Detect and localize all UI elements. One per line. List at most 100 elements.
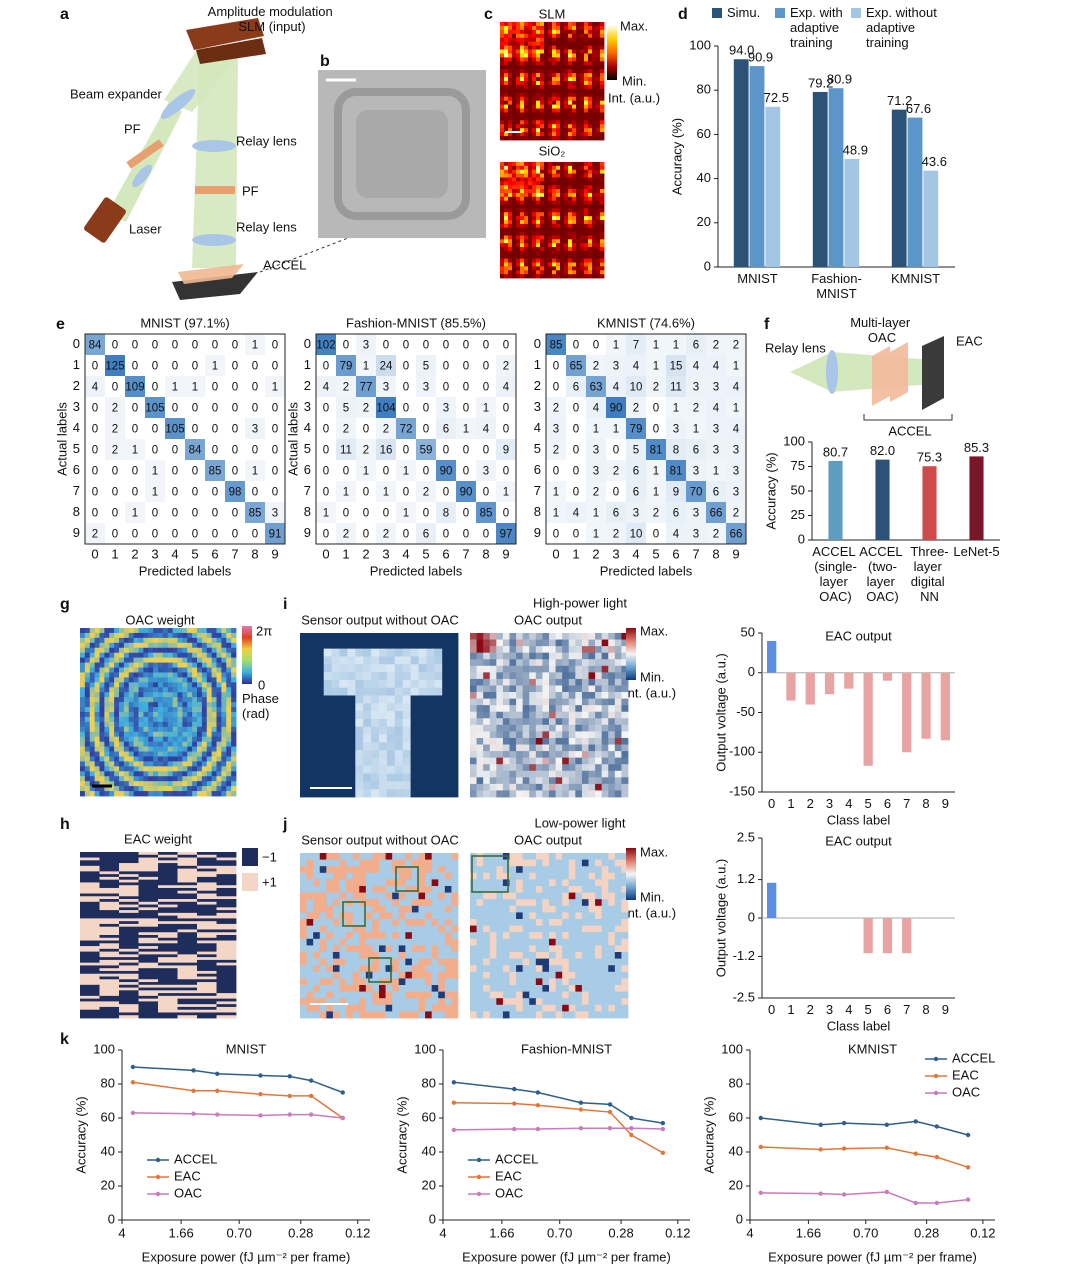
pixel (114, 707, 120, 713)
pixel (508, 173, 513, 178)
pixel (549, 859, 556, 867)
pixel (410, 718, 419, 728)
pixel (379, 971, 386, 979)
pixel (326, 892, 334, 900)
pixel (206, 667, 213, 673)
pixel (99, 912, 120, 917)
pixel (319, 866, 327, 874)
pixel (352, 958, 360, 966)
pixel (595, 764, 603, 772)
pixel (323, 765, 332, 774)
pixel (426, 773, 435, 782)
pixel (548, 274, 553, 279)
pixel (216, 632, 222, 639)
pixel (528, 212, 533, 217)
pixel (410, 640, 419, 650)
pixel (201, 721, 208, 728)
pixel (323, 687, 332, 696)
pixel (444, 892, 452, 900)
pixel (508, 258, 513, 263)
pixel (568, 84, 573, 90)
pixel (84, 702, 91, 708)
pixel (177, 943, 198, 947)
pixel (431, 879, 439, 887)
pixel (319, 965, 327, 973)
pixel (540, 104, 545, 109)
pixel (99, 857, 120, 861)
pixel (80, 937, 100, 941)
pixel (568, 672, 576, 680)
pixel (306, 938, 314, 946)
pixel (197, 741, 203, 747)
pixel (216, 901, 237, 905)
pixel (319, 1004, 327, 1012)
pixel (520, 216, 525, 221)
pixel (114, 657, 120, 663)
pixel (405, 919, 413, 926)
label: SiO₂ (539, 143, 566, 158)
pixel (158, 957, 178, 961)
pixel (522, 770, 530, 778)
pixel (216, 657, 222, 663)
pixel (512, 25, 517, 31)
pixel (516, 73, 521, 78)
pixel (94, 662, 100, 668)
pixel (548, 239, 553, 244)
pixel (552, 65, 557, 70)
pixel (365, 1011, 373, 1019)
pixel (99, 904, 120, 908)
pixel (451, 866, 459, 874)
pixel (226, 766, 232, 772)
pixel (600, 196, 605, 202)
pixel (580, 227, 585, 232)
pixel (544, 104, 549, 109)
pixel (540, 33, 545, 39)
pixel (359, 872, 367, 880)
pixel (470, 665, 477, 673)
pixel (355, 750, 364, 759)
pixel (80, 893, 100, 897)
pixel (542, 731, 550, 739)
pixel (572, 223, 577, 229)
pixel (187, 657, 193, 663)
pixel (177, 682, 183, 688)
pixel (371, 750, 380, 759)
pixel (307, 633, 317, 642)
pixel (123, 628, 130, 634)
pixel (621, 744, 629, 752)
pixel (560, 192, 565, 198)
pixel (568, 100, 573, 105)
pixel (549, 853, 556, 860)
pixel (581, 783, 589, 791)
pixel (576, 189, 581, 194)
pixel (536, 189, 541, 194)
pixel (99, 915, 120, 919)
pixel (379, 899, 386, 907)
pixel (211, 712, 217, 718)
pixel (520, 25, 525, 31)
pixel (476, 866, 484, 874)
pixel (405, 932, 413, 940)
pixel (84, 682, 91, 688)
pixel (621, 672, 629, 680)
pixel (562, 866, 570, 874)
pixel (540, 22, 545, 27)
pixel (197, 776, 203, 782)
pixel (595, 698, 603, 706)
pixel (451, 892, 459, 900)
pixel (522, 777, 530, 785)
pixel (489, 744, 497, 752)
pixel (601, 737, 609, 745)
label: Min. (640, 669, 665, 684)
pixel (592, 250, 597, 256)
pixel (306, 971, 314, 979)
pixel (568, 112, 573, 117)
pixel (564, 189, 569, 194)
pixel (516, 96, 521, 102)
pixel (167, 766, 174, 772)
pixel (544, 57, 549, 62)
pixel (489, 757, 497, 765)
pixel (592, 112, 597, 117)
pixel (197, 907, 217, 911)
pixel (307, 789, 317, 798)
